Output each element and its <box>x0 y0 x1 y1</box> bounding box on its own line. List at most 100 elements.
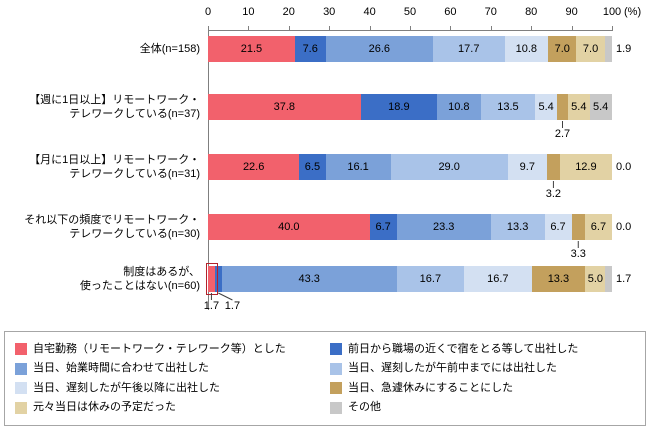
category-label: それ以下の頻度でリモートワーク・ テレワークしている(n=30) <box>0 214 200 240</box>
legend-swatch <box>330 401 342 414</box>
value-label: 13.3 <box>506 221 529 233</box>
axis-tick <box>248 26 250 30</box>
axis-tick <box>450 26 452 30</box>
value-label: 7.6 <box>302 43 318 55</box>
value-label: 23.3 <box>433 221 455 233</box>
bar-segment: 13.3 <box>531 266 586 292</box>
value-label: 1.7 <box>224 300 241 312</box>
category-label-line: それ以下の頻度でリモートワーク・ <box>24 214 200 226</box>
legend-swatch <box>330 382 342 395</box>
legend-item: 前日から職場の近くで宿をとる等して出社した <box>330 343 635 356</box>
value-label: 16.1 <box>347 161 369 173</box>
value-label: 22.6 <box>242 161 265 173</box>
value-label: 10.8 <box>515 43 538 55</box>
bar-row: 37.8 18.9 10.8 13.5 5.4 5.4 5.4 <box>208 94 612 120</box>
bar-segment: 6.7 <box>369 214 397 240</box>
value-label: 3.3 <box>570 248 586 260</box>
category-label-line: 全体(n=158) <box>139 43 200 55</box>
bar-segment: 5.4 <box>589 94 612 120</box>
category-label-line: 【月に1日以上】リモートワーク・ <box>29 154 200 166</box>
axis-tick <box>571 26 573 30</box>
bar-segment: 7.6 <box>294 36 326 62</box>
bar-segment: 43.3 <box>221 266 397 292</box>
legend-label: 前日から職場の近くで宿をとる等して出社した <box>348 342 579 355</box>
chart-plot-area: (%) 0 10 20 30 40 50 60 70 80 90 100 全体(n=158) 21.5 7… <box>0 6 642 312</box>
legend-swatch <box>15 382 27 395</box>
bar-segment: 12.9 <box>559 154 612 180</box>
bar-segment: 23.3 <box>396 214 491 240</box>
value-label: 18.9 <box>388 101 410 113</box>
axis-tick-label: 80 <box>525 6 538 18</box>
value-label: 17.7 <box>458 43 480 55</box>
category-label: 【月に1日以上】リモートワーク・テレワークしている(n=31) <box>0 154 200 180</box>
bar-segment: 17.7 <box>433 36 505 62</box>
x-axis-line <box>208 30 613 31</box>
legend-item: 当日、遅刻したが午後以降に出社した <box>15 382 320 395</box>
bar-segment: 6.5 <box>299 154 326 180</box>
legend-swatch <box>15 362 27 375</box>
axis-tick <box>490 26 492 30</box>
bar-segment <box>571 214 585 240</box>
bar-segment <box>208 266 215 292</box>
value-label: 5.0 <box>587 273 603 285</box>
legend-item: 当日、始業時間に合わせて出社した <box>15 362 320 375</box>
legend-label: 当日、遅刻したが午後以降に出社した <box>33 381 220 394</box>
value-label: 6.7 <box>375 221 391 233</box>
bar-segment <box>604 36 613 62</box>
value-label: 6.5 <box>304 161 321 173</box>
bar-segment: 40.0 <box>208 214 370 240</box>
axis-unit-label: (%) <box>624 6 642 18</box>
axis-tick <box>288 26 290 30</box>
bar-segment: 6.7 <box>544 214 572 240</box>
value-label: 9.7 <box>519 161 535 173</box>
value-label: 16.7 <box>487 273 509 285</box>
bar-segment: 29.0 <box>390 154 508 180</box>
value-label: 5.4 <box>592 101 609 113</box>
value-label: 40.0 <box>278 221 300 233</box>
bar-segment: 18.9 <box>360 94 438 120</box>
bar-segment: 13.5 <box>480 94 536 120</box>
category-label-line: テレワークしている(n=37) <box>69 108 200 120</box>
legend-swatch <box>15 401 27 414</box>
legend-swatch <box>330 362 342 375</box>
bar-segment: 7.0 <box>548 36 577 62</box>
axis-tick <box>531 26 533 30</box>
legend-item: 元々当日は休みの予定だった <box>15 401 320 414</box>
legend-item: 当日、急遽休みにすることにした <box>330 382 635 395</box>
value-label: 43.3 <box>298 273 320 285</box>
bar-segment: 10.8 <box>437 94 481 120</box>
legend-label: 自宅勤務（リモートワーク・テレワーク等）とした <box>33 342 286 355</box>
value-label: 13.5 <box>497 101 519 113</box>
value-label: 16.7 <box>419 273 442 285</box>
bar-segment: 13.3 <box>490 214 545 240</box>
bar-segment: 16.7 <box>396 266 465 292</box>
axis-tick <box>208 26 209 30</box>
axis-tick-label: 100 <box>602 6 622 18</box>
bar-segment: 5.4 <box>535 94 558 120</box>
category-label-line: 【週に1日以上】リモートワーク・ <box>29 94 200 106</box>
bar-segment: 6.7 <box>584 214 612 240</box>
value-label: 26.6 <box>368 43 390 55</box>
bar-segment: 37.8 <box>208 94 361 120</box>
legend: 自宅勤務（リモートワーク・テレワーク等）とした 前日から職場の近くで宿をとる等して… <box>4 331 646 426</box>
value-label: 5.4 <box>571 101 587 113</box>
bar-segment: 22.6 <box>208 154 300 180</box>
axis-tick-label: 40 <box>363 6 376 18</box>
category-label-line: テレワークしている(n=31) <box>69 168 200 180</box>
bar-segment: 5.4 <box>567 94 590 120</box>
bar-segment: 10.8 <box>504 36 549 62</box>
legend-label: 当日、急遽休みにすることにした <box>348 381 514 394</box>
value-label: 13.3 <box>547 273 570 285</box>
bar-row: 40.0 6.7 23.3 13.3 6.7 6.7 <box>208 214 612 240</box>
value-label: 29.0 <box>438 161 460 173</box>
value-label: 7.0 <box>582 43 599 55</box>
value-label: 0.0 <box>616 220 632 233</box>
bar-row: 22.6 6.5 16.1 29.0 9.7 12.9 <box>208 154 612 180</box>
bar-row: 43.3 16.7 16.7 13.3 5.0 <box>208 266 613 292</box>
axis-tick <box>369 26 371 30</box>
bar-segment <box>214 266 222 292</box>
category-label-line: 使ったことはない(n=60) <box>79 280 200 292</box>
bar-segment: 7.0 <box>576 36 605 62</box>
axis-tick <box>612 26 613 30</box>
value-label: 5.4 <box>538 101 554 113</box>
